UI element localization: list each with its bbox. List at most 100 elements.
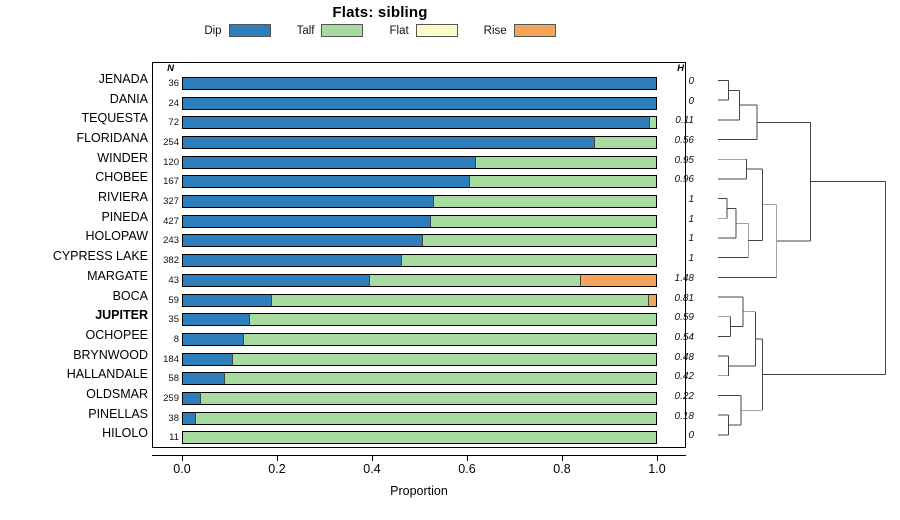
h-value: 0.54 xyxy=(674,331,694,343)
n-value: 167 xyxy=(163,176,179,188)
bar-segment-dip xyxy=(183,215,430,227)
bar-segment-dip xyxy=(183,333,243,345)
bar-segment-talf xyxy=(248,314,656,326)
x-axis-tick-label: 0.6 xyxy=(458,462,476,476)
h-value: 0 xyxy=(688,430,694,442)
bar-segment-talf xyxy=(369,274,580,286)
bar-segment-dip xyxy=(183,314,249,326)
n-column-header: N xyxy=(167,63,174,74)
n-value: 184 xyxy=(163,353,179,365)
category-label: HILOLO xyxy=(102,426,148,441)
bar-segment-talf xyxy=(433,196,656,208)
bar-segment-talf xyxy=(648,117,656,129)
stacked-bar[interactable] xyxy=(182,175,657,189)
n-value: 259 xyxy=(163,392,179,404)
h-value: 0.48 xyxy=(674,351,694,363)
h-value: 0 xyxy=(688,76,694,87)
h-value: 0.22 xyxy=(674,390,694,402)
stacked-bar[interactable] xyxy=(182,273,657,287)
bar-segment-talf xyxy=(270,294,648,306)
n-value: 24 xyxy=(168,97,179,109)
bar-row xyxy=(152,389,686,408)
bar-segment-talf xyxy=(593,137,656,149)
stacked-bar[interactable] xyxy=(182,136,657,150)
category-label: WINDER xyxy=(97,150,148,165)
stacked-bar[interactable] xyxy=(182,313,657,327)
n-value: 43 xyxy=(168,274,179,286)
category-label: BOCA xyxy=(112,288,148,303)
stacked-bar[interactable] xyxy=(182,234,657,248)
stacked-bar[interactable] xyxy=(182,96,657,110)
legend-label: Rise xyxy=(483,24,507,37)
n-value: 382 xyxy=(163,255,179,267)
stacked-bar[interactable] xyxy=(182,332,657,346)
bar-segment-talf xyxy=(183,432,656,444)
h-value: 0.18 xyxy=(674,410,694,422)
bar-segment-dip xyxy=(183,255,402,267)
n-value: 11 xyxy=(169,432,179,444)
bar-segment-dip xyxy=(183,373,224,385)
bar-segment-dip xyxy=(183,294,271,306)
category-label: PINEDA xyxy=(101,209,148,224)
x-axis-tick-label: 0.8 xyxy=(553,462,571,476)
x-axis-tick-label: 1.0 xyxy=(648,462,666,476)
category-label: OLDSMAR xyxy=(86,386,148,401)
bar-segment-talf xyxy=(242,333,656,345)
stacked-bar[interactable] xyxy=(182,214,657,228)
stacked-bar[interactable] xyxy=(182,431,657,445)
stacked-bar[interactable] xyxy=(182,411,657,425)
stacked-bar[interactable] xyxy=(182,391,657,405)
category-label: BRYNWOOD xyxy=(73,347,148,362)
h-value: 0 xyxy=(688,95,694,107)
category-label: MARGATE xyxy=(87,268,148,283)
bar-segment-talf xyxy=(474,156,656,168)
stacked-bar[interactable] xyxy=(182,254,657,268)
stacked-bar[interactable] xyxy=(182,293,657,307)
x-axis-tick xyxy=(277,455,278,461)
h-value: 0.81 xyxy=(674,292,694,304)
bar-row xyxy=(152,428,686,447)
stacked-bar[interactable] xyxy=(182,155,657,169)
x-axis-tick xyxy=(657,455,658,461)
x-axis-tick-label: 0.2 xyxy=(268,462,286,476)
stacked-bars xyxy=(152,62,686,448)
stacked-bar[interactable] xyxy=(182,77,657,90)
legend-entry-talf[interactable]: Talf xyxy=(297,24,364,37)
x-axis-tick xyxy=(467,455,468,461)
bar-segment-talf xyxy=(199,392,656,404)
category-label: FLORIDANA xyxy=(76,131,148,146)
bar-segment-talf xyxy=(429,215,656,227)
legend-entry-dip[interactable]: Dip xyxy=(204,24,271,37)
bar-row xyxy=(152,94,686,113)
bar-segment-dip xyxy=(183,235,423,247)
stacked-bar[interactable] xyxy=(182,372,657,386)
n-value: 327 xyxy=(163,196,179,208)
stacked-bar[interactable] xyxy=(182,116,657,130)
bar-row xyxy=(152,74,686,93)
n-value: 254 xyxy=(163,137,179,149)
bar-row xyxy=(152,133,686,152)
bar-segment-dip xyxy=(183,196,434,208)
bar-segment-talf xyxy=(231,353,656,365)
bar-segment-dip xyxy=(183,274,370,286)
category-label: PINELLAS xyxy=(88,406,148,421)
legend-entry-flat[interactable]: Flat xyxy=(389,24,458,37)
bar-segment-dip xyxy=(183,353,232,365)
bar-row xyxy=(152,271,686,290)
category-label: HALLANDALE xyxy=(66,367,148,382)
legend-entry-rise[interactable]: Rise xyxy=(484,24,556,37)
bar-segment-talf xyxy=(401,255,656,267)
bar-row xyxy=(152,113,686,132)
bar-row xyxy=(152,172,686,191)
legend-swatch-dip xyxy=(228,24,271,37)
stacked-bar[interactable] xyxy=(182,195,657,209)
bar-row xyxy=(152,153,686,172)
chart-legend: Dip Talf Flat Rise xyxy=(0,24,760,37)
h-column-header: H xyxy=(677,63,684,74)
stacked-bar[interactable] xyxy=(182,352,657,366)
category-label: CYPRESS LAKE xyxy=(52,249,148,264)
n-value: 120 xyxy=(163,156,179,168)
legend-swatch-flat xyxy=(415,24,458,37)
n-column: N 36 24 72 254 120 167 327 427 243 382 43 59 35 8 184 58… xyxy=(152,62,180,448)
